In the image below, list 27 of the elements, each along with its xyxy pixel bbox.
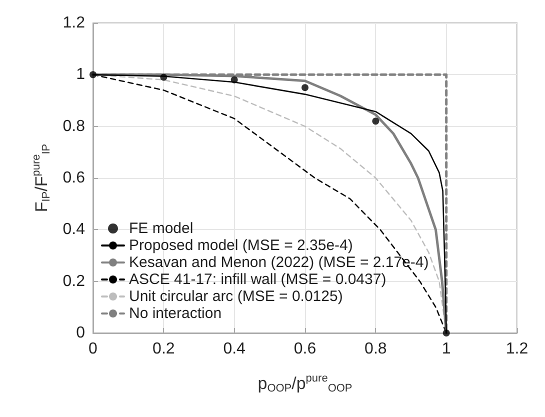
y-tick-label: 1.2	[62, 14, 86, 32]
point	[160, 74, 168, 81]
y-tick-label: 0.8	[62, 118, 86, 135]
legend-label: Proposed model (MSE = 2.35e-4)	[129, 237, 353, 254]
x-tick-label: 0.4	[223, 340, 246, 358]
legend-label: Kesavan and Menon (2022) (MSE = 2.17e-4)	[129, 254, 429, 271]
y-tick-label: 0.4	[62, 221, 86, 238]
point	[230, 76, 238, 84]
y-tick-label: 0.6	[62, 170, 86, 186]
y-tick-label: 1	[76, 66, 86, 84]
point	[442, 330, 450, 336]
point	[302, 84, 308, 92]
y-tick-label: 0.2	[62, 272, 86, 290]
legend-label: Unit circular arc (MSE = 0.0125)	[129, 288, 343, 305]
x-tick-label: 1	[442, 340, 451, 358]
y-tick-label: 0	[76, 324, 86, 342]
legend-label: No interaction	[129, 305, 222, 322]
y-axis-title: FIP/FpureIP	[30, 144, 52, 212]
point	[90, 71, 96, 78]
x-tick-label: 1.2	[506, 340, 528, 358]
x-tick-label: 0.6	[294, 340, 316, 358]
x-tick-label: 0	[88, 340, 98, 358]
x-tick-label: 0.2	[152, 340, 175, 358]
x-tick-label: 0.8	[364, 340, 387, 358]
legend-label: FE model	[129, 220, 194, 237]
point	[372, 118, 380, 125]
legend-label: ASCE 41-17: infill wall (MSE = 0.0437)	[129, 271, 386, 288]
